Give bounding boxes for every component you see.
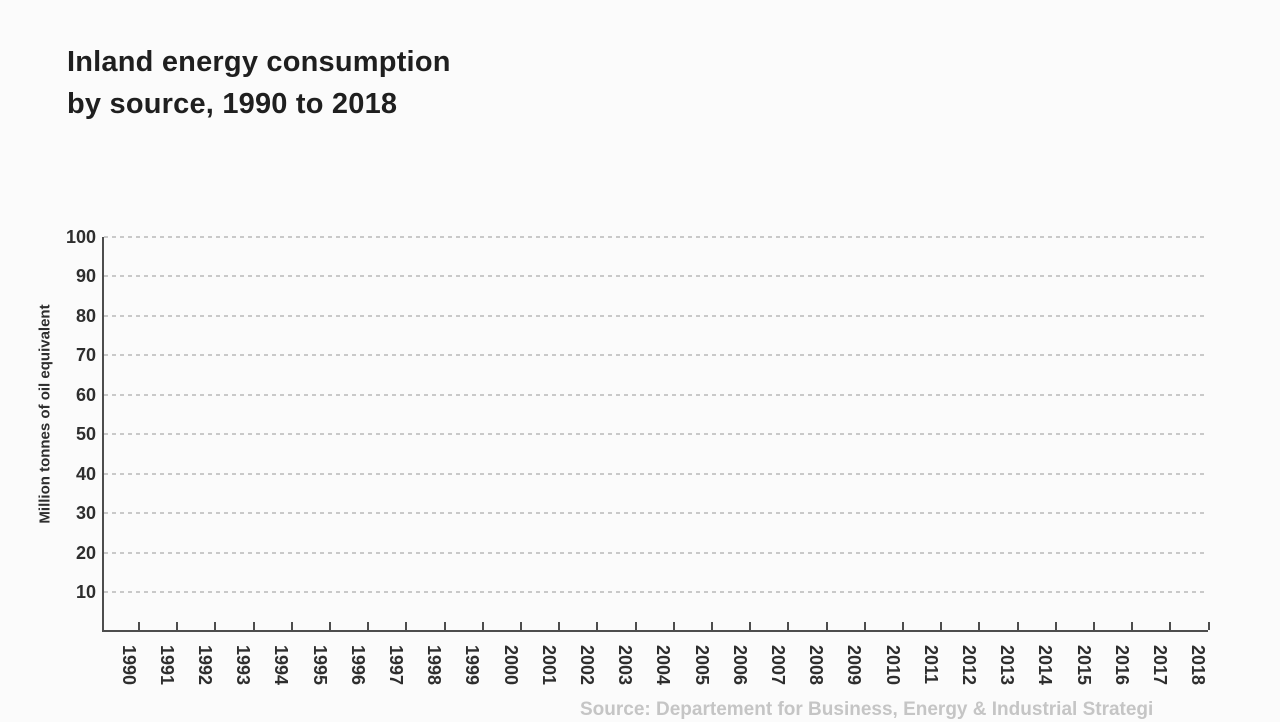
chart-title-line1: Inland energy consumption [67, 46, 451, 78]
x-tick [138, 622, 140, 630]
x-axis-line [102, 630, 1208, 632]
x-tick [1054, 622, 1057, 630]
x-tick [405, 622, 408, 630]
x-tick-label: 2004 [653, 645, 674, 686]
x-tick [711, 622, 713, 630]
y-tick-label: 40 [75, 463, 96, 484]
x-tick-label: 2015 [1073, 645, 1094, 686]
x-tick-label: 2011 [920, 645, 941, 685]
x-tick-label: 2007 [767, 645, 788, 686]
x-tick [1207, 622, 1210, 630]
x-tick [481, 622, 484, 630]
x-tick-label: 2014 [1035, 645, 1056, 686]
x-tick-label: 2016 [1111, 645, 1132, 686]
x-tick-label: 1990 [118, 645, 139, 686]
x-tick-label: 2003 [615, 645, 636, 686]
x-tick-label: 2012 [958, 645, 979, 686]
y-gridline [104, 551, 1208, 554]
x-tick-label: 2000 [500, 645, 521, 686]
x-tick [978, 622, 981, 630]
y-tick-label: 60 [75, 384, 96, 405]
y-tick-label: 70 [75, 345, 96, 366]
chart-title: Inland energy consumption by source, 199… [67, 41, 451, 125]
y-tick-label: 90 [75, 266, 96, 287]
x-tick [214, 622, 217, 630]
x-tick [940, 622, 943, 630]
x-tick-label: 2018 [1188, 645, 1209, 686]
x-tick [176, 622, 179, 630]
x-tick-label: 1998 [424, 645, 445, 686]
x-tick [672, 622, 675, 630]
y-gridline [104, 512, 1208, 515]
x-tick-label: 2001 [538, 645, 559, 686]
x-tick [863, 622, 866, 630]
y-tick-label: 20 [75, 542, 96, 563]
x-tick-label: 2006 [729, 645, 750, 686]
x-tick [290, 622, 293, 630]
y-tick-label: 10 [75, 582, 96, 603]
x-tick-label: 2008 [806, 645, 827, 686]
x-tick-label: 1991 [156, 645, 177, 686]
x-tick [252, 622, 255, 630]
x-tick [1016, 622, 1019, 630]
x-tick-label: 2013 [997, 645, 1018, 686]
x-tick-label: 2009 [844, 645, 865, 686]
x-tick-label: 1996 [347, 645, 368, 686]
y-gridline [104, 354, 1208, 357]
x-tick [825, 622, 828, 630]
source-credit: Source: Departement for Business, Energy… [580, 699, 1154, 720]
y-gridline [104, 433, 1208, 436]
y-gridline [104, 393, 1208, 396]
x-tick-label: 2002 [576, 645, 597, 686]
y-gridline [104, 591, 1208, 594]
x-tick [749, 622, 752, 630]
x-tick [1131, 622, 1134, 630]
x-tick [596, 622, 599, 630]
x-tick-label: 1997 [385, 645, 406, 686]
x-tick-label: 1993 [233, 645, 254, 686]
x-tick [520, 622, 522, 630]
y-tick-label: 50 [75, 424, 96, 445]
x-tick [787, 622, 790, 630]
x-tick-label: 1994 [271, 645, 292, 686]
x-tick-label: 2017 [1149, 645, 1170, 686]
y-gridline [104, 236, 1208, 238]
x-tick-label: 2005 [691, 645, 712, 686]
y-tick-label: 100 [65, 227, 96, 247]
y-tick-label: 30 [75, 503, 96, 524]
x-tick-label: 1992 [194, 645, 215, 686]
y-tick-label: 80 [75, 305, 96, 326]
x-tick [367, 622, 370, 630]
y-gridline [104, 275, 1208, 278]
x-tick [558, 622, 561, 630]
x-tick [443, 622, 446, 630]
x-tick-label: 1999 [462, 645, 483, 686]
x-tick [634, 622, 637, 630]
y-gridline [104, 472, 1208, 475]
x-tick [1093, 622, 1095, 630]
y-gridline [104, 314, 1208, 317]
x-tick [902, 622, 904, 630]
x-tick-label: 1995 [309, 645, 330, 686]
x-tick [1169, 622, 1172, 630]
y-axis-line [102, 237, 104, 632]
x-tick [329, 622, 331, 630]
chart-title-line2: by source, 1990 to 2018 [67, 88, 398, 120]
x-tick-label: 2010 [882, 645, 903, 686]
